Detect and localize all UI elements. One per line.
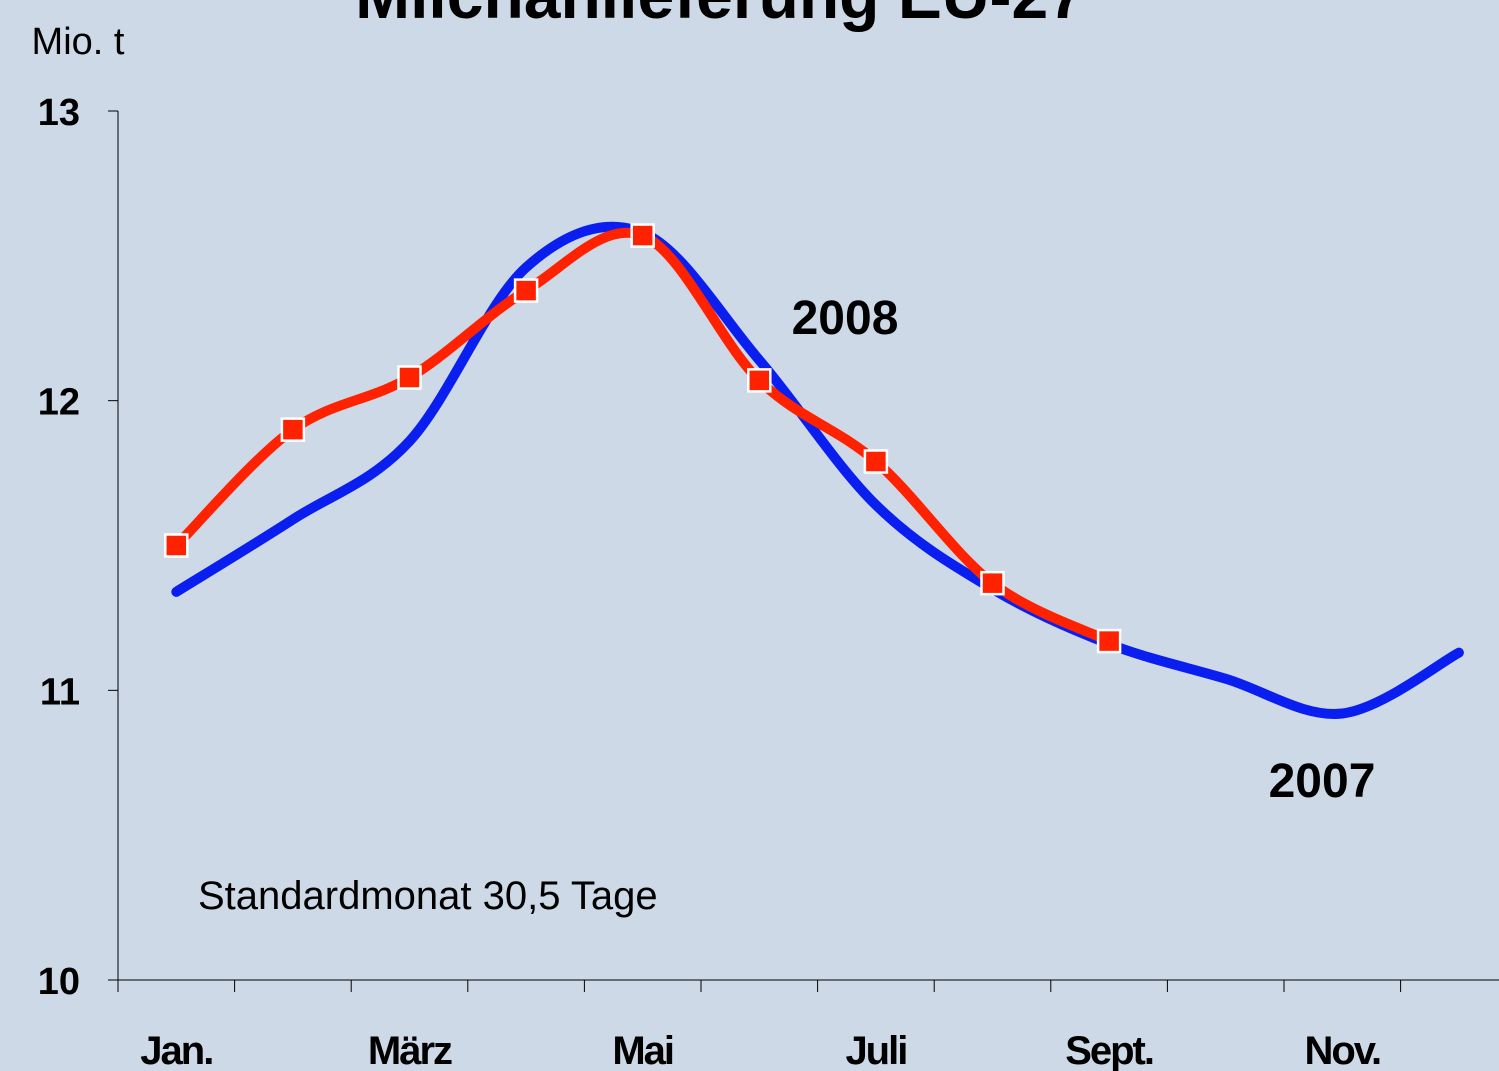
y-tick-label: 12 — [38, 382, 80, 424]
note: Standardmonat 30,5 Tage — [198, 874, 658, 918]
marker — [397, 365, 422, 390]
y-tick-label: 13 — [38, 92, 80, 134]
series-annotation: 2008 — [792, 292, 899, 345]
x-tick-label: Nov. — [1304, 1029, 1380, 1071]
x-tick-label: Mai — [612, 1029, 673, 1071]
marker — [630, 223, 655, 248]
chart-title: Milchanlieferung EU-27 — [355, 0, 1085, 32]
y-tick-label: 10 — [38, 961, 80, 1003]
y-axis-label: Mio. t — [32, 21, 125, 63]
marker — [747, 368, 772, 393]
marker — [513, 278, 539, 303]
x-tick-label: Sept. — [1065, 1029, 1153, 1071]
marker — [164, 533, 189, 558]
marker — [980, 570, 1005, 596]
marker — [1096, 628, 1122, 654]
series-annotation: 2007 — [1269, 755, 1376, 808]
x-tick-label: März — [368, 1029, 452, 1071]
x-tick-label: Juli — [845, 1029, 906, 1071]
x-tick-label: Jan. — [140, 1029, 212, 1071]
marker — [863, 449, 889, 474]
y-tick-label: 11 — [40, 671, 80, 713]
marker — [280, 417, 306, 442]
